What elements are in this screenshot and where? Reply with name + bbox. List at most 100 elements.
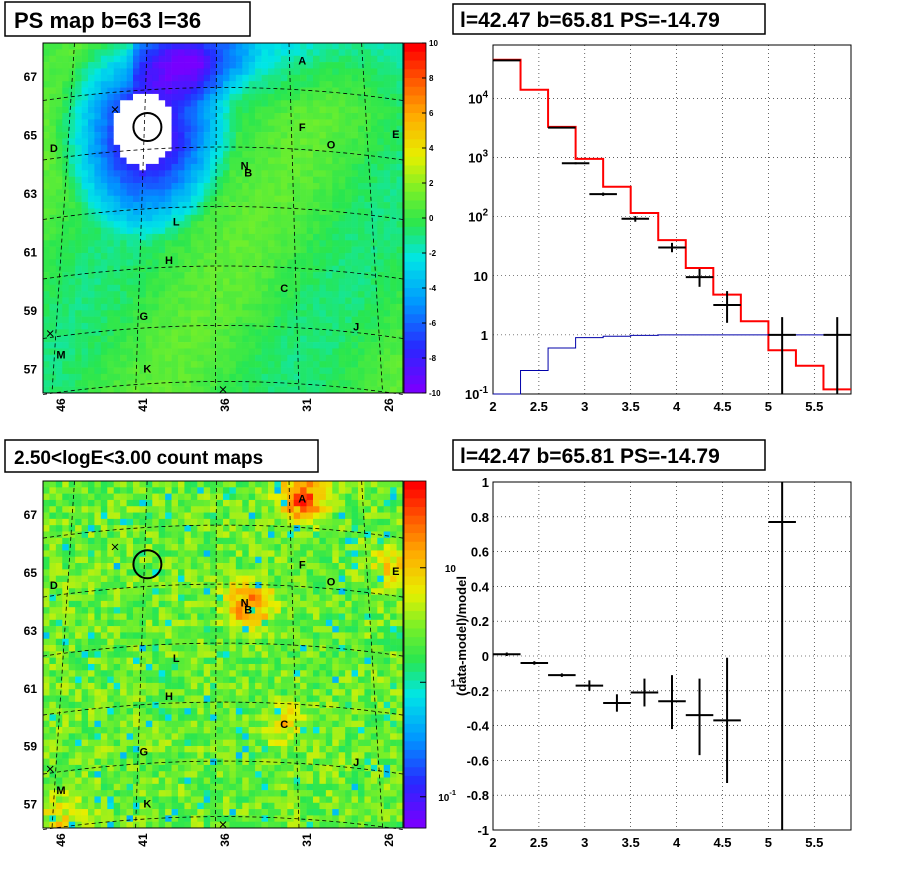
ps-map-y-tick: 63 bbox=[24, 187, 38, 201]
ps-map-colorbar-step bbox=[404, 78, 426, 88]
ps-map-marker bbox=[111, 106, 119, 113]
spectrum-x-tick: 4.5 bbox=[713, 399, 731, 414]
ps-map-colorbar-step bbox=[404, 226, 426, 236]
count-map-colorbar-step bbox=[404, 481, 426, 491]
residual-x-tick: 5.5 bbox=[805, 835, 823, 850]
ps-map-colorbar-step bbox=[404, 288, 426, 298]
count-map-colorbar-step bbox=[404, 619, 426, 629]
count-map-frame bbox=[42, 480, 404, 829]
count-map-colorbar-step bbox=[404, 628, 426, 638]
ps-map-source-label-k: K bbox=[143, 364, 151, 376]
count-map-source-label-l: L bbox=[173, 653, 180, 665]
ps-map-target-circle bbox=[132, 112, 163, 142]
ps-map-colorbar-label: 4 bbox=[429, 144, 434, 153]
ps-map-source-label-j: J bbox=[353, 322, 359, 334]
count-map-colorbar-step bbox=[404, 567, 426, 577]
ps-map-source-label-n: N bbox=[241, 161, 249, 173]
residual-y-tick: -0.6 bbox=[467, 753, 489, 768]
ps-map-x-tick: 46 bbox=[54, 398, 68, 412]
ps-map-x-tick: 26 bbox=[382, 398, 396, 412]
ps-map-colorbar-step bbox=[404, 174, 426, 184]
count-map-colorbar-step bbox=[404, 801, 426, 812]
count-map-y-tick: 61 bbox=[24, 682, 38, 696]
ps-map-colorbar-step bbox=[404, 139, 426, 149]
ps-map-colorbar-step bbox=[404, 200, 426, 210]
ps-map-colorbar-label: 8 bbox=[429, 74, 434, 83]
ps-map-colorbar-step bbox=[404, 183, 426, 193]
spectrum-y-tick: 103 bbox=[468, 149, 488, 166]
count-map-colorbar-step bbox=[404, 654, 426, 664]
spectrum-data-point bbox=[548, 126, 576, 129]
count-map-coord-grid bbox=[42, 480, 404, 830]
residual-data-point bbox=[603, 694, 631, 712]
residual-y-tick: 0.4 bbox=[471, 579, 490, 594]
count-map-source-label-h: H bbox=[165, 691, 173, 703]
ps-map-colorbar-step bbox=[404, 270, 426, 280]
count-map-colorbar-step bbox=[404, 533, 426, 543]
count-map-colorbar-step bbox=[404, 706, 426, 716]
spectrum-x-tick: 4 bbox=[673, 399, 681, 414]
count-map-y-tick: 57 bbox=[24, 798, 38, 812]
ps-map-colorbar-step bbox=[404, 279, 426, 289]
ps-map-colorbar-step bbox=[404, 148, 426, 158]
count-map-y-tick: 67 bbox=[24, 508, 38, 522]
spectrum-y-tick: 10 bbox=[474, 269, 488, 284]
count-map-colorbar-step bbox=[404, 489, 426, 499]
count-map-source-label-n: N bbox=[241, 597, 249, 609]
ps-map-colorbar-step bbox=[404, 104, 426, 114]
residual-data-point bbox=[520, 661, 549, 665]
ps-map-source-label-f: F bbox=[299, 122, 306, 134]
count-map-heatmap bbox=[43, 481, 404, 829]
count-map-colorbar-step bbox=[404, 689, 426, 699]
residual-x-tick: 5 bbox=[765, 835, 772, 850]
ps-map-colorbar-step bbox=[404, 69, 426, 79]
ps-map-colorbar-step bbox=[404, 95, 426, 105]
spectrum-x-tick: 5.5 bbox=[805, 399, 823, 414]
count-map-colorbar-step bbox=[404, 515, 426, 525]
spectrum-data-point bbox=[768, 317, 796, 394]
residual-data-point bbox=[630, 678, 659, 707]
count-map-y-tick: 59 bbox=[24, 740, 38, 754]
count-map-source-label-o: O bbox=[327, 577, 336, 589]
count-map-marker bbox=[219, 821, 227, 828]
spectrum-frame bbox=[492, 44, 852, 395]
count-map-source-label-m: M bbox=[56, 785, 65, 797]
count-map-colorbar-step bbox=[404, 602, 426, 612]
ps-map-colorbar-step bbox=[404, 358, 426, 368]
ps-map-colorbar-step bbox=[404, 165, 426, 175]
residual-y-tick: 1 bbox=[482, 475, 489, 490]
ps-map-colorbar-step bbox=[404, 191, 426, 201]
ps-map-source-label-h: H bbox=[165, 255, 173, 267]
count-map-colorbar-step bbox=[404, 576, 426, 586]
count-map-x-tick: 36 bbox=[218, 833, 232, 847]
count-map-colorbar-frame bbox=[403, 480, 427, 829]
spectrum-data-point bbox=[713, 291, 741, 323]
ps-map-colorbar-step bbox=[404, 253, 426, 263]
count-map-colorbar-step bbox=[404, 593, 426, 603]
ps-map-source-label-d: D bbox=[50, 143, 58, 155]
ps-map-x-tick: 31 bbox=[300, 398, 314, 412]
ps-map-colorbar-step bbox=[404, 314, 426, 324]
count-map-colorbar-step bbox=[404, 723, 426, 734]
count-map-colorbar-step bbox=[404, 715, 426, 725]
ps-map-colorbar-label: 0 bbox=[429, 214, 434, 223]
spectrum-data-point bbox=[561, 162, 590, 165]
residual-x-tick: 3 bbox=[581, 835, 588, 850]
residual-data-point bbox=[713, 657, 741, 784]
count-map-source-label-d: D bbox=[50, 580, 58, 592]
residual-data-point bbox=[493, 652, 521, 656]
ps-map-colorbar-step bbox=[404, 60, 426, 70]
ps-map-colorbar-step bbox=[404, 86, 426, 96]
ps-map-colorbar-label: -4 bbox=[429, 284, 437, 293]
count-map-source-label-k: K bbox=[143, 799, 151, 811]
residual-frame bbox=[492, 481, 852, 831]
count-map-source-label-j: J bbox=[353, 757, 359, 769]
count-map-colorbar-step bbox=[404, 749, 426, 760]
ps-map-colorbar-step bbox=[404, 43, 426, 53]
ps-map-marker bbox=[219, 386, 227, 393]
spectrum-data-point bbox=[658, 242, 686, 253]
count-map-colorbar-step bbox=[404, 524, 426, 534]
count-map-colorbar-step bbox=[404, 767, 426, 777]
residual-y-tick: -0.8 bbox=[467, 788, 489, 803]
ps-map-x-tick: 41 bbox=[136, 398, 150, 412]
